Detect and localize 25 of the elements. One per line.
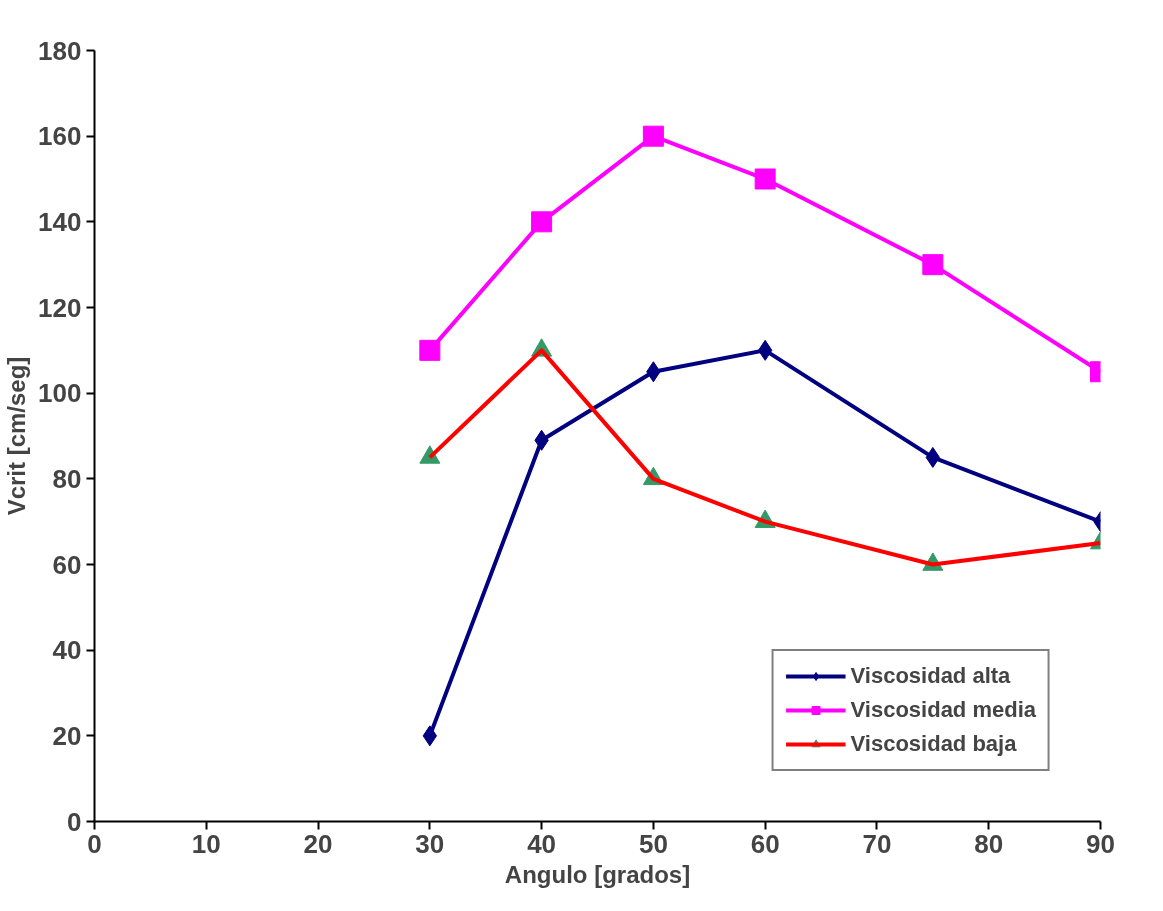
x-tick-label: 90 (1086, 828, 1115, 859)
legend-label: Viscosidad alta (850, 663, 1011, 689)
x-tick-label: 50 (638, 828, 668, 859)
y-tick-label: 140 (38, 206, 82, 237)
y-tick-label: 20 (52, 720, 82, 751)
y-tick-label: 0 (67, 806, 82, 837)
x-tick-label: 70 (862, 828, 892, 859)
y-tick-label: 120 (38, 292, 82, 323)
y-tick-label: 180 (38, 35, 82, 66)
y-tick-label: 100 (38, 378, 82, 409)
legend-label: Viscosidad media (850, 697, 1036, 723)
x-tick-label: 0 (87, 828, 102, 859)
x-tick-label: 40 (527, 828, 557, 859)
x-tick-label: 80 (974, 828, 1004, 859)
y-tick-label: 60 (52, 549, 82, 580)
y-tick-label: 160 (38, 121, 82, 152)
x-tick-label: 60 (750, 828, 780, 859)
x-tick-label: 20 (303, 828, 333, 859)
y-tick-label: 40 (52, 635, 82, 666)
x-tick-label: 30 (415, 828, 445, 859)
y-tick-label: 80 (52, 463, 82, 494)
x-axis-title: Angulo [grados] (504, 860, 691, 888)
x-tick-label: 10 (191, 828, 221, 859)
y-axis-title: Vcrit [cm/seg] (3, 356, 31, 516)
legend-label: Viscosidad baja (850, 731, 1017, 757)
